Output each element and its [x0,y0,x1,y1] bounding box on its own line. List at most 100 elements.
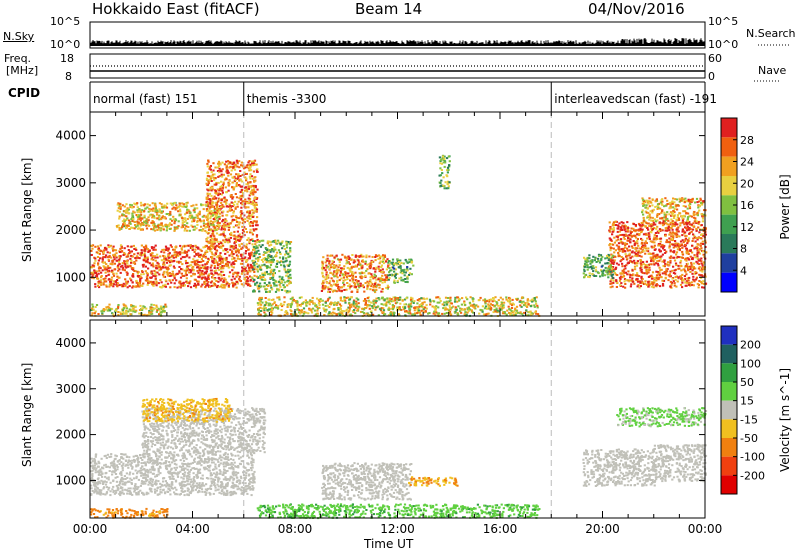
data-cell [194,286,198,289]
data-cell [245,231,249,234]
data-cell [275,284,278,287]
data-cell [158,265,161,268]
data-cell [223,284,226,287]
data-cell [155,284,158,287]
data-cell [156,213,159,216]
data-cell [361,259,364,262]
data-cell [179,276,183,279]
data-cell [206,260,209,263]
data-cell [423,298,426,301]
data-cell [225,205,228,208]
data-cell [197,212,200,215]
data-cell [240,164,243,167]
data-cell [154,278,157,281]
data-cell [354,271,357,274]
data-cell [111,262,114,265]
data-cell [136,213,140,216]
data-cell [221,187,224,190]
data-cell [533,297,536,299]
data-cell [90,249,93,252]
data-cell [700,274,703,277]
data-cell [433,300,436,303]
data-cell [215,215,218,218]
data-cell [342,274,345,277]
data-cell [456,296,459,299]
data-cell [447,182,450,185]
data-cell [296,303,299,306]
data-cell [231,246,234,249]
data-cell [110,278,113,281]
data-cell [276,305,280,307]
data-cell [269,277,272,279]
data-cell [119,247,122,250]
data-cell [509,313,512,316]
data-cell [258,290,261,293]
data-cell [247,282,250,285]
freq-label-1: Freq. [4,52,32,65]
data-cell [213,267,216,269]
data-cell [332,260,335,263]
data-cell [372,277,375,280]
data-cell [212,221,215,224]
data-cell [381,255,384,258]
data-cell [174,251,177,254]
data-cell [126,262,129,265]
data-cell [205,284,208,287]
data-cell [324,301,327,304]
data-cell [156,224,159,227]
data-cell [236,162,239,165]
data-cell [254,186,257,189]
data-cell [418,298,421,300]
data-cell [473,306,476,309]
data-cell [241,232,244,235]
data-cell [328,314,331,317]
data-cell [635,236,638,239]
data-cell [422,311,426,314]
data-cell [161,265,164,268]
data-cell [211,174,214,177]
data-cell [393,270,396,273]
data-cell [247,161,250,164]
data-cell [251,216,255,218]
data-cell [238,233,241,236]
data-cell [484,301,487,304]
data-cell [152,215,156,218]
data-cell [237,239,240,242]
data-cell [126,260,129,263]
data-cell [359,272,362,275]
data-cell [206,213,210,216]
data-cell [130,245,133,248]
data-cell [281,305,284,308]
data-cell [138,222,141,225]
data-cell [185,280,188,283]
data-cell [291,313,294,316]
data-cell [206,192,209,195]
data-cell [634,225,637,228]
data-cell [229,205,232,207]
data-cell [221,286,224,289]
data-cell [386,287,389,290]
data-cell [180,257,183,260]
data-cell [152,265,155,268]
data-cell [125,271,128,274]
data-cell [366,297,369,299]
data-cell [337,307,340,309]
data-cell [233,218,236,221]
data-cell [216,222,219,225]
data-cell [212,243,215,246]
data-cell [223,196,226,199]
data-cell [237,173,240,176]
data-cell [116,284,119,287]
data-cell [183,221,186,223]
data-cell [264,288,267,291]
data-cell [222,244,225,247]
data-cell [139,253,142,256]
nsky-right-tick-top: 10^5 [708,15,739,28]
data-cell [344,301,347,304]
data-cell [102,255,105,258]
data-cell [384,274,387,277]
data-cell [153,246,156,249]
data-cell [394,297,397,300]
data-cell [251,212,254,215]
data-cell [201,215,204,218]
